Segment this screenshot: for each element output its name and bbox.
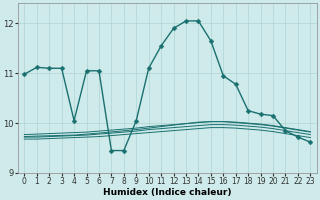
X-axis label: Humidex (Indice chaleur): Humidex (Indice chaleur) (103, 188, 232, 197)
